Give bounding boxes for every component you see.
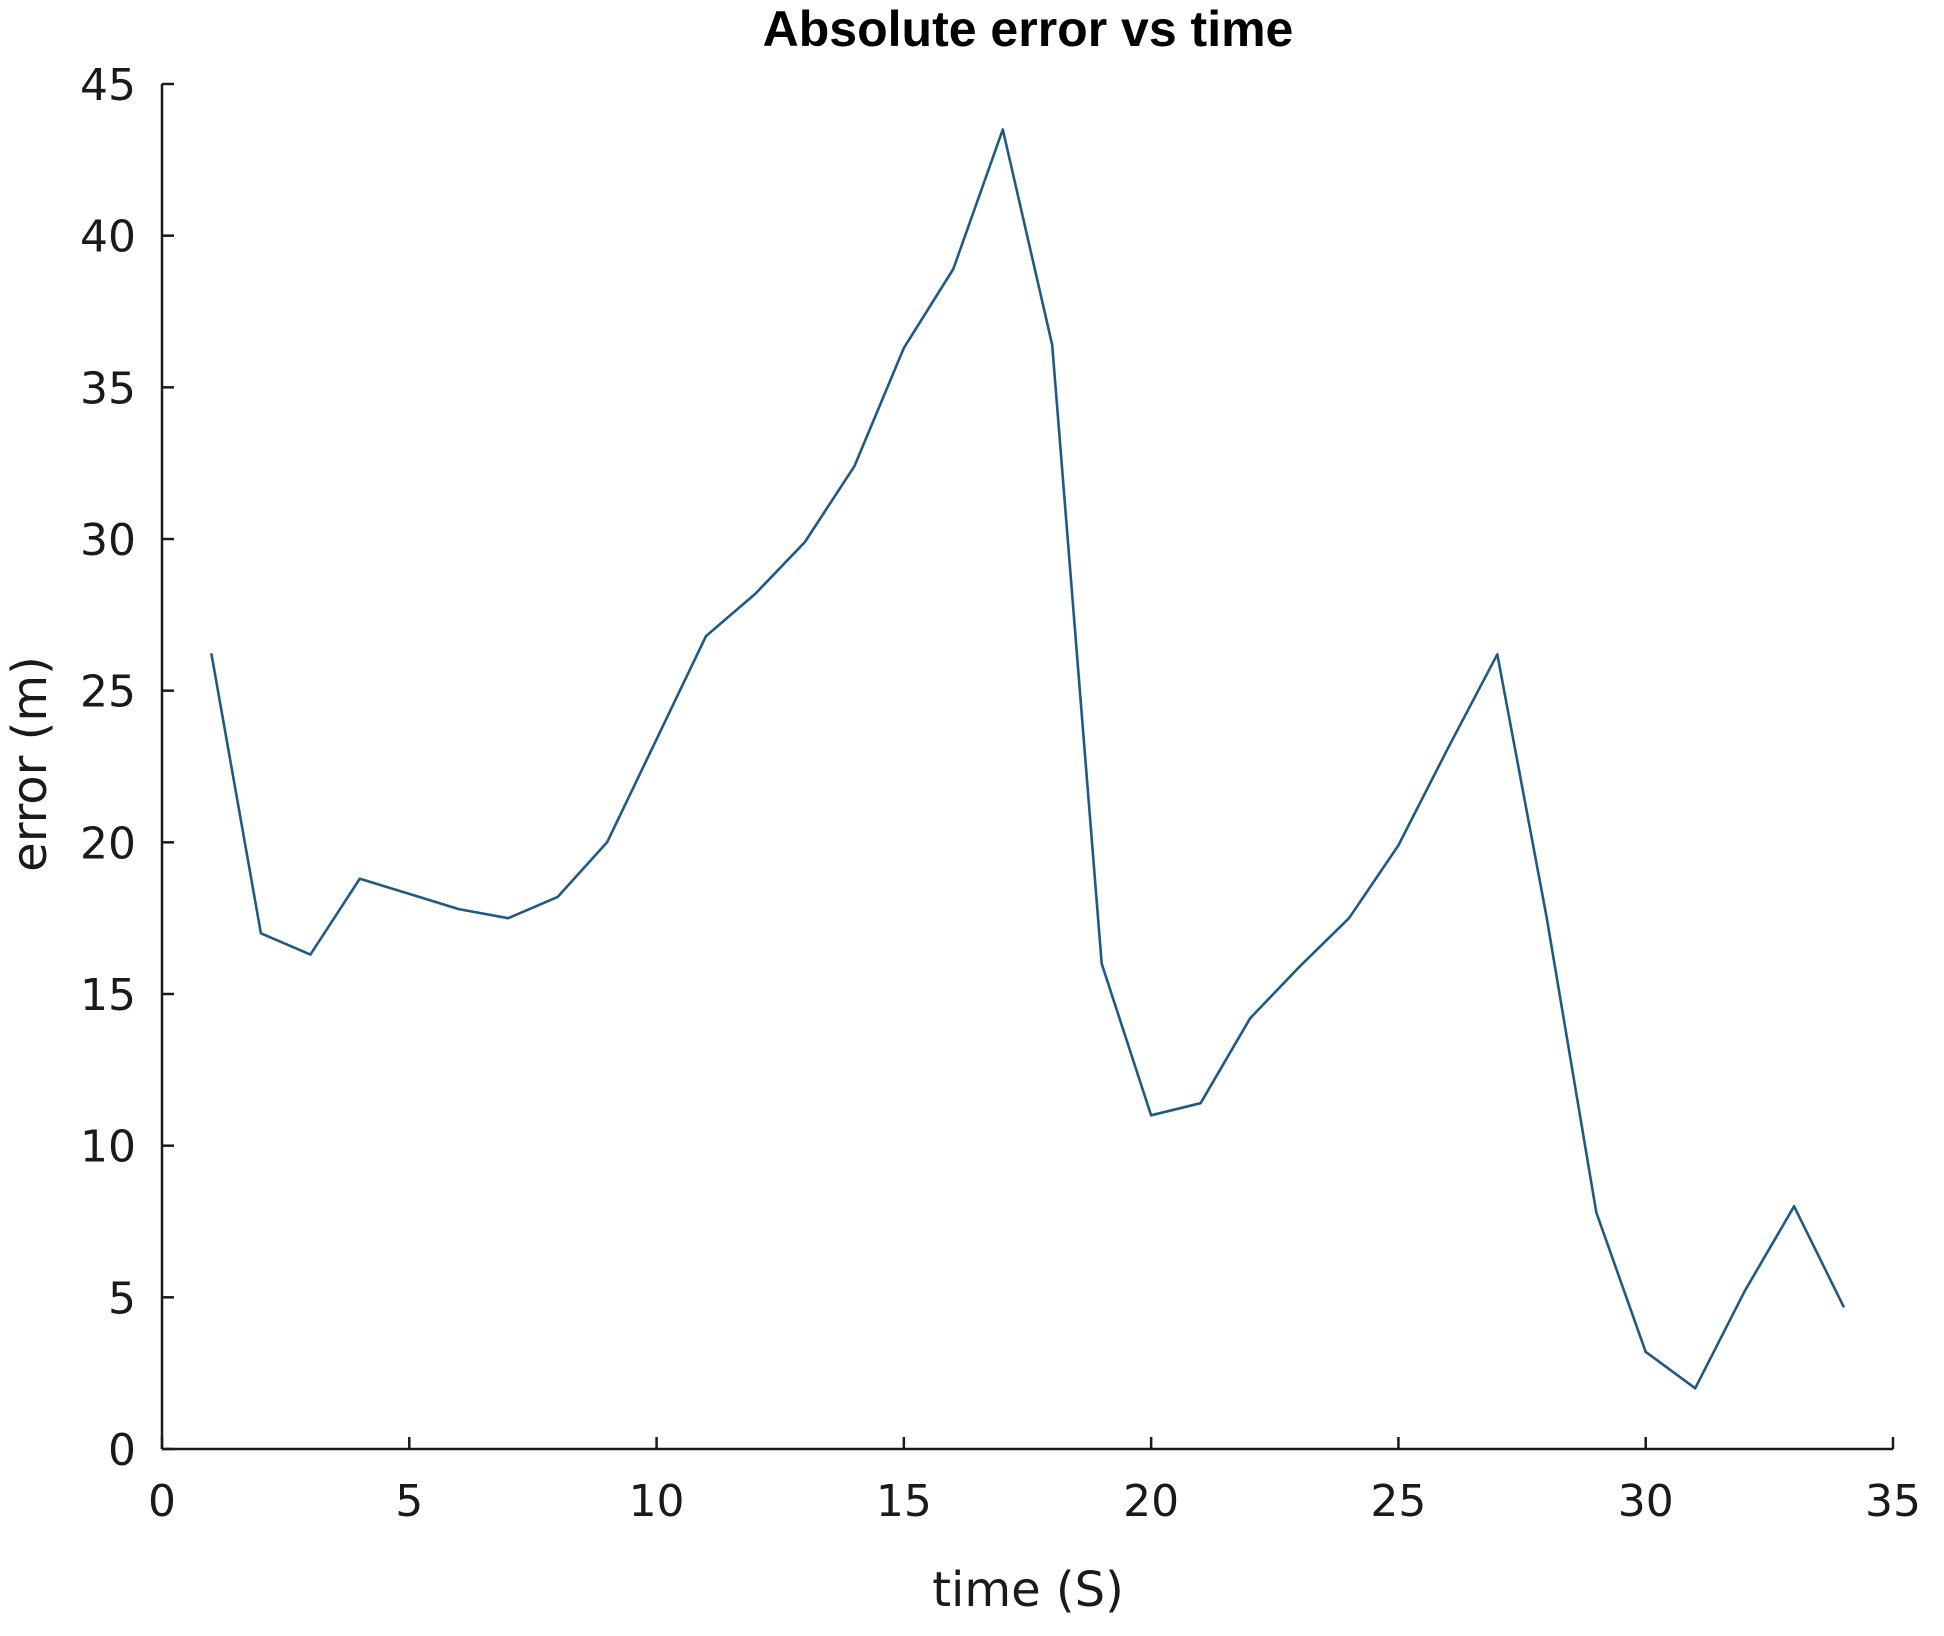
- plot-area: 0 5 10 15 20 25 30 35 0 5 10 15 20 25 30 35 40 45: [80, 60, 1921, 1527]
- x-tick-label: 0: [148, 1476, 176, 1527]
- x-tick-label: 25: [1370, 1476, 1426, 1527]
- x-tick-label: 35: [1865, 1476, 1921, 1527]
- y-tick-label: 10: [80, 1122, 136, 1173]
- series-line: [210, 128, 1845, 1390]
- y-tick-label: 30: [80, 515, 136, 566]
- x-tick-label: 30: [1618, 1476, 1674, 1527]
- x-tick-label: 15: [876, 1476, 932, 1527]
- y-tick-label: 20: [80, 818, 136, 869]
- chart-title: Absolute error vs time: [763, 1, 1294, 57]
- y-axis-label: error (m): [2, 656, 58, 872]
- y-tick-label: 40: [80, 212, 136, 263]
- x-tick-label: 20: [1123, 1476, 1179, 1527]
- y-tick-label: 0: [108, 1425, 136, 1476]
- y-tick-label: 25: [80, 667, 136, 718]
- y-tick-label: 35: [80, 363, 136, 414]
- x-axis-label: time (S): [932, 1562, 1124, 1618]
- y-tick-label: 5: [108, 1273, 136, 1324]
- x-tick-label: 10: [629, 1476, 685, 1527]
- y-tick-label: 45: [80, 60, 136, 111]
- y-tick-label: 15: [80, 970, 136, 1021]
- x-tick-label: 5: [395, 1476, 423, 1527]
